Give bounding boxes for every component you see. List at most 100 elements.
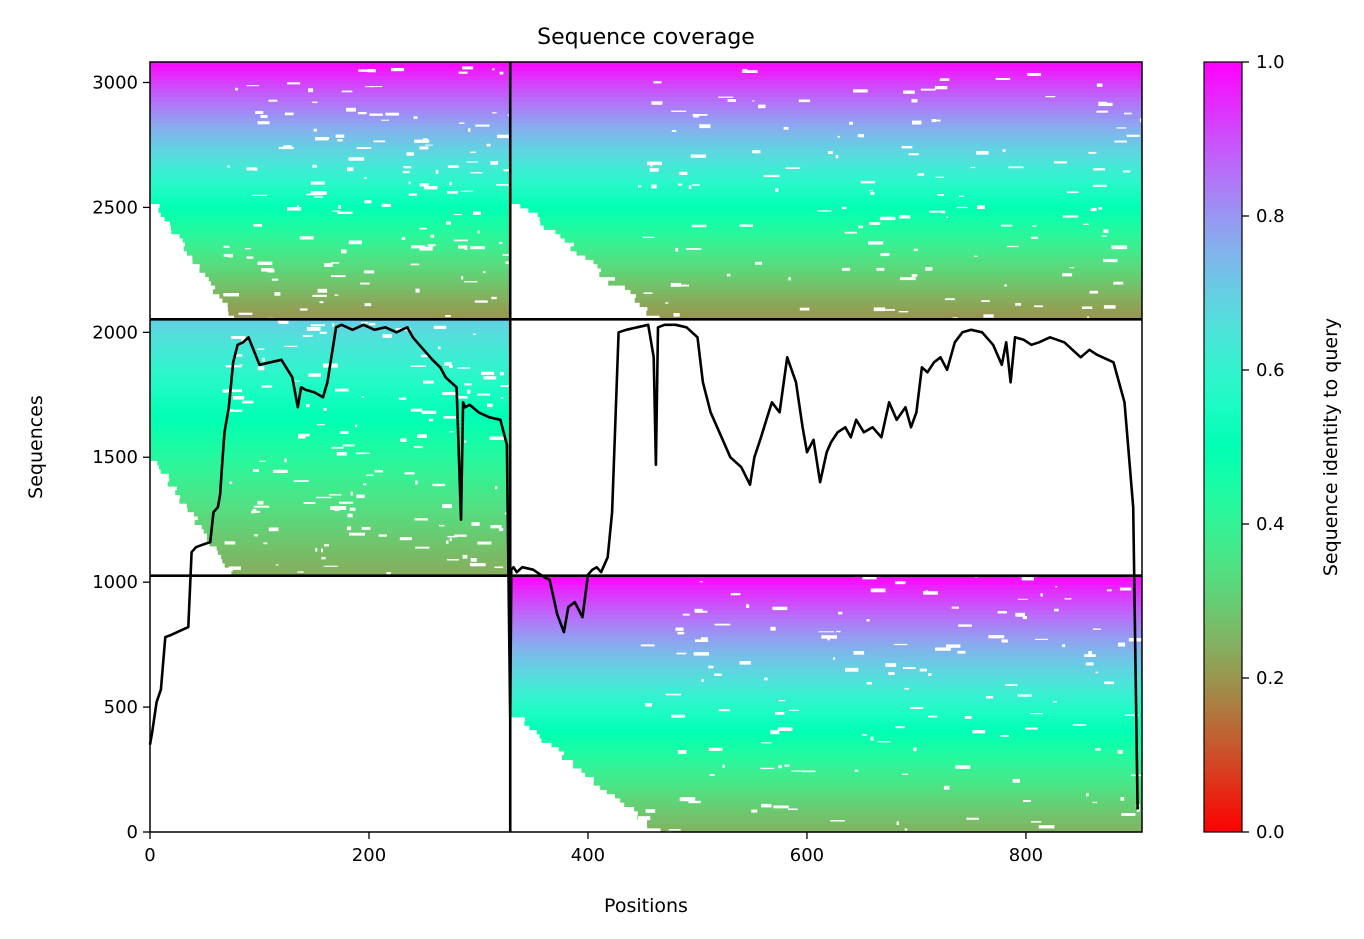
coverage-strip — [219, 293, 511, 299]
coverage-strip — [573, 759, 1142, 765]
gap-speckle — [957, 650, 966, 654]
gap-speckle — [1088, 151, 1097, 154]
coverage-strip — [615, 276, 1142, 282]
gap-speckle — [287, 207, 302, 211]
coverage-strip — [510, 104, 1142, 110]
gap-speckle — [1092, 801, 1097, 804]
coverage-strip — [150, 195, 511, 200]
coverage-strip — [150, 199, 511, 205]
coverage-strip — [599, 272, 1142, 278]
gap-speckle — [499, 528, 504, 532]
gap-speckle — [306, 404, 310, 408]
gap-speckle — [758, 104, 766, 109]
gap-speckle — [460, 190, 473, 192]
gap-speckle — [254, 534, 258, 537]
gap-speckle — [896, 821, 899, 825]
coverage-strip — [150, 451, 511, 457]
gap-speckle — [321, 548, 323, 553]
gap-speckle — [419, 146, 429, 150]
coverage-strip — [647, 819, 1142, 825]
coverage-strip — [176, 485, 511, 491]
gap-speckle — [799, 307, 810, 311]
gap-speckle — [913, 747, 917, 752]
gap-speckle — [464, 440, 467, 443]
gap-speckle — [899, 215, 911, 219]
gap-speckle — [336, 452, 347, 456]
coverage-strip — [216, 545, 511, 551]
coverage-strip — [660, 827, 1142, 833]
gap-speckle — [935, 647, 951, 651]
gap-speckle — [873, 307, 886, 312]
coverage-strip — [510, 160, 1142, 166]
gap-speckle — [381, 119, 390, 121]
gap-speckle — [283, 145, 292, 148]
coverage-strip — [186, 250, 511, 256]
gap-speckle — [252, 194, 267, 196]
coverage-strip — [209, 541, 511, 547]
gap-speckle — [1098, 207, 1103, 210]
gap-speckle — [483, 271, 486, 274]
coverage-strip — [150, 156, 511, 162]
gap-speckle — [499, 372, 504, 376]
coverage-strip — [175, 490, 511, 496]
gap-speckle — [1023, 800, 1031, 802]
gap-speckle — [939, 78, 950, 81]
gap-speckle — [1069, 267, 1074, 269]
coverage-strip — [510, 691, 1142, 696]
gap-speckle — [310, 181, 325, 185]
coverage-strip — [150, 92, 511, 97]
gap-speckle — [338, 205, 342, 209]
gap-speckle — [346, 107, 356, 112]
gap-speckle — [238, 312, 253, 315]
gap-speckle — [925, 590, 929, 594]
gap-speckle — [1001, 224, 1013, 227]
gap-speckle — [988, 635, 1005, 639]
coverage-strip — [150, 374, 511, 380]
gap-speckle — [449, 181, 452, 186]
gap-speckle — [306, 326, 321, 331]
coverage-strip — [217, 550, 511, 555]
coverage-strip — [150, 173, 511, 179]
gap-speckle — [718, 96, 734, 98]
coverage-strip — [159, 203, 511, 209]
gap-speckle — [1121, 813, 1136, 816]
gap-speckle — [1054, 608, 1059, 612]
coverage-strip — [510, 584, 1142, 590]
coverage-strip — [510, 626, 1142, 632]
coverage-strip — [169, 220, 511, 226]
gap-speckle — [893, 643, 908, 646]
coverage-strip — [150, 430, 511, 436]
coverage-strip — [206, 537, 511, 543]
coverage-strip — [150, 70, 511, 76]
gap-speckle — [722, 764, 725, 768]
gap-speckle — [675, 247, 679, 252]
coverage-strip — [231, 571, 511, 577]
gap-speckle — [239, 364, 243, 366]
gap-speckle — [860, 180, 876, 184]
coverage-strip — [187, 507, 511, 513]
y-axis-ticks: 0 500 1000 1500 2000 2500 3000 — [92, 72, 150, 843]
gap-speckle — [678, 750, 687, 754]
coverage-strip — [510, 186, 1142, 192]
coverage-strip — [150, 152, 511, 157]
coverage-strip — [510, 661, 1142, 666]
coverage-strip — [606, 789, 1142, 795]
y-tick-label: 1000 — [92, 572, 138, 593]
gap-speckle — [675, 284, 689, 287]
coverage-strip — [510, 592, 1142, 598]
gap-speckle — [253, 505, 270, 508]
coverage-strip — [647, 306, 1142, 312]
gap-speckle — [854, 769, 859, 772]
gap-speckle — [739, 224, 754, 227]
gap-speckle — [638, 816, 651, 821]
gap-speckle — [1092, 628, 1101, 630]
gap-speckle — [1124, 112, 1132, 115]
gap-speckle — [411, 245, 425, 249]
coverage-strip — [158, 207, 511, 213]
gap-speckle — [257, 366, 265, 371]
y-tick-label: 2500 — [92, 197, 138, 218]
gap-speckle — [415, 546, 430, 549]
gap-speckle — [760, 742, 772, 744]
gap-speckle — [252, 469, 259, 472]
gap-speckle — [324, 263, 333, 267]
